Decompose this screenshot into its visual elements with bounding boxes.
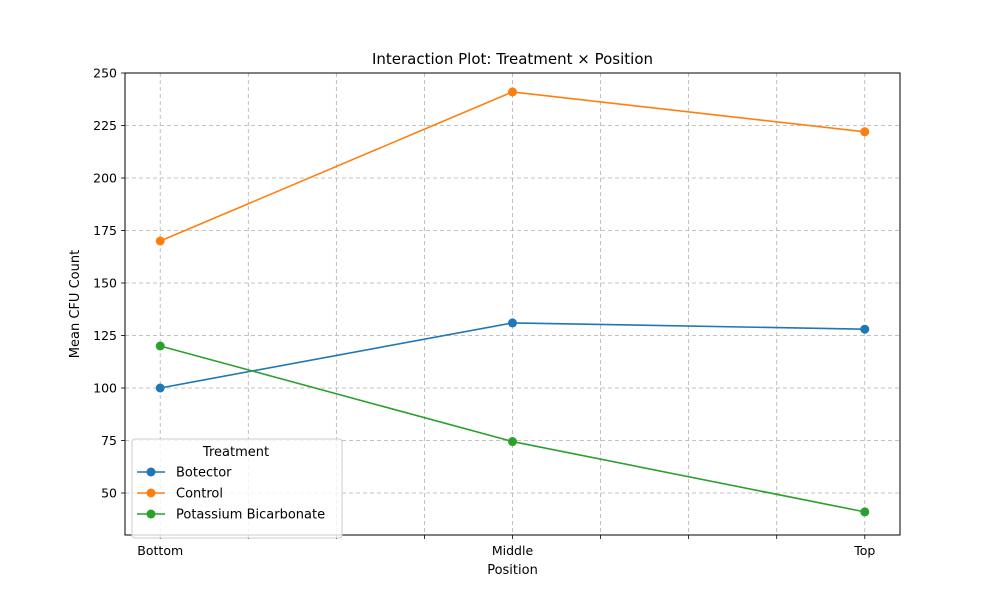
y-axis-label: Mean CFU Count [68,250,83,358]
x-tick-label: Top [853,543,875,558]
data-point [508,87,517,97]
legend-marker [146,467,156,477]
y-tick-label: 225 [93,118,117,133]
series-layer [155,87,870,517]
x-tick-label: Bottom [137,543,183,558]
data-point [860,507,870,517]
ticks-layer: Bottom Middle Top 50 75 100 125 150 175 200 225 250 [93,66,875,559]
data-point [508,437,517,447]
data-point [155,236,165,246]
legend-title: Treatment [202,445,269,460]
y-tick-label: 75 [101,433,117,448]
y-tick-label: 125 [93,328,117,343]
y-tick-label: 100 [93,381,117,396]
data-point [860,127,870,137]
chart-title: Interaction Plot: Treatment × Position [372,50,653,68]
legend-items: Botector Control Potassium Bicarbonate [137,466,325,523]
legend-box [131,438,343,539]
y-tick-label: 250 [93,66,117,81]
data-point [508,318,517,328]
legend: Treatment Botector Control Potassium Bicar… [131,438,343,539]
x-tick-label: Middle [492,543,534,558]
x-axis-label: Position [487,563,538,578]
legend-label: Potassium Bicarbonate [176,508,325,523]
data-point [860,324,870,334]
legend-marker [146,488,156,498]
y-tick-label: 50 [101,486,117,501]
legend-label: Control [176,487,223,502]
data-point [155,341,165,351]
y-tick-label: 200 [93,171,117,186]
data-point [155,383,165,393]
y-tick-label: 175 [93,223,117,238]
legend-label: Botector [176,466,232,481]
legend-marker [146,509,156,519]
y-tick-label: 150 [93,276,117,291]
